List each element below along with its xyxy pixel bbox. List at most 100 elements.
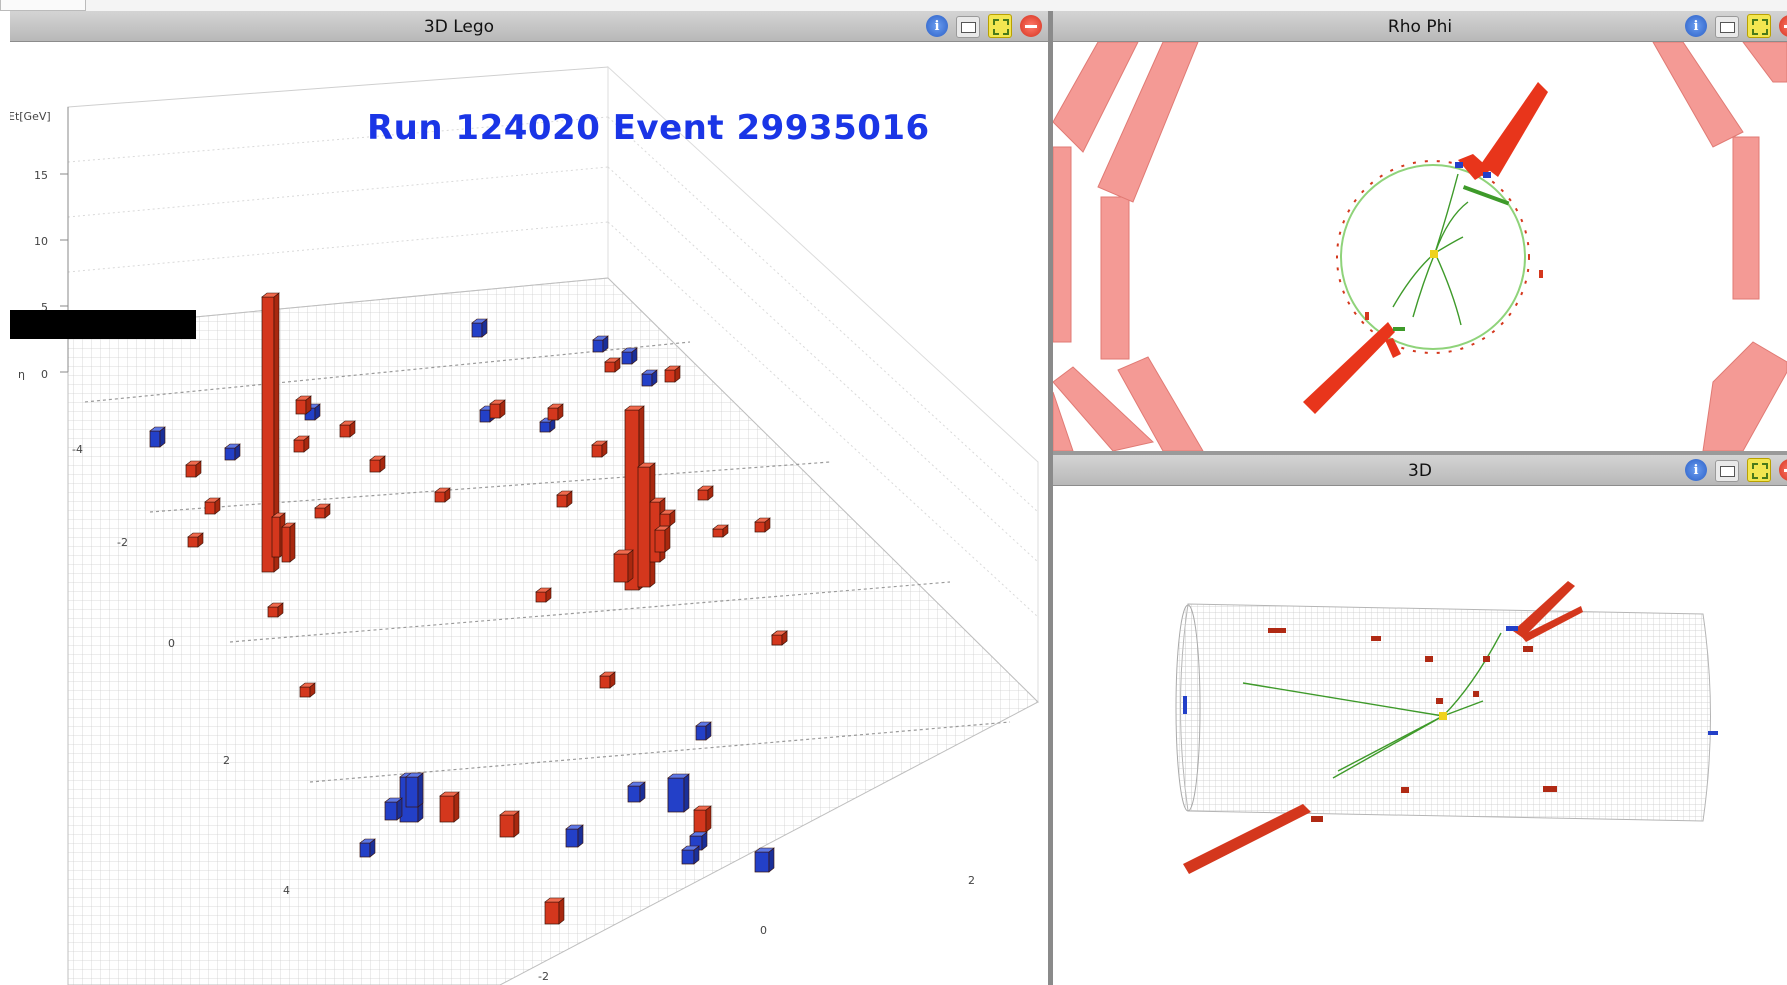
- z-tick-15: 15: [34, 169, 48, 182]
- redaction-bar: [10, 310, 196, 339]
- window-tab[interactable]: [0, 0, 86, 11]
- lego-tower: [665, 366, 680, 382]
- lego-tower: [294, 436, 309, 452]
- lego-tower: [150, 427, 165, 447]
- threed-view: [1053, 486, 1787, 985]
- lego-panel: 3D Lego i: [10, 11, 1048, 985]
- eta-tick: -4: [72, 443, 83, 456]
- eta-tick: 2: [223, 754, 230, 767]
- lego-tower: [360, 839, 375, 857]
- lego-tower: [682, 846, 699, 864]
- lego-tower: [566, 825, 583, 847]
- lego-tower: [268, 603, 283, 617]
- lego-tower: [548, 404, 563, 420]
- lego-tower: [296, 396, 311, 414]
- lego-canvas[interactable]: Et[GeV] 15 10 5 0 η -4 -2 0 2 4 2 0 -2: [10, 42, 1048, 985]
- tracks: [1393, 174, 1468, 325]
- lego-tower: [205, 498, 220, 514]
- info-glyph: i: [935, 19, 940, 34]
- eta-tick: 4: [283, 884, 290, 897]
- lego-tower: [642, 370, 657, 386]
- threed-panel: 3D i: [1053, 455, 1787, 985]
- lego-tower: [536, 588, 551, 602]
- undock-icon[interactable]: [1715, 16, 1739, 38]
- eta-axis-title: η: [18, 368, 25, 381]
- energy-deposits: [1303, 82, 1548, 414]
- phi-tick: 0: [760, 924, 767, 937]
- lego-tower: [340, 421, 355, 437]
- lego-tower: [406, 773, 423, 807]
- lego-tower: [660, 510, 675, 526]
- lego-tower: [225, 444, 240, 460]
- muon-chambers: [1053, 42, 1787, 451]
- lego-tower: [593, 336, 608, 352]
- undock-icon[interactable]: [956, 16, 980, 38]
- maximize-icon[interactable]: [988, 14, 1012, 38]
- lego-tower: [500, 811, 519, 837]
- window-top-strip: [0, 0, 1787, 11]
- lego-tower: [557, 491, 572, 507]
- lego-tower: [605, 358, 620, 372]
- lego-plot: Et[GeV] 15 10 5 0 η -4 -2 0 2 4 2 0 -2: [10, 42, 1048, 985]
- info-icon[interactable]: i: [1685, 15, 1707, 37]
- info-glyph: i: [1694, 19, 1699, 34]
- lego-tower: [186, 461, 201, 477]
- lego-tower: [300, 683, 315, 697]
- undock-icon[interactable]: [1715, 460, 1739, 482]
- threed-titlebar: 3D i: [1053, 455, 1787, 486]
- lego-tower: [628, 782, 645, 802]
- lego-tower: [472, 319, 487, 337]
- close-icon[interactable]: [1020, 15, 1042, 37]
- threed-window-buttons: i: [1685, 458, 1787, 482]
- info-icon[interactable]: i: [1685, 459, 1707, 481]
- phi-tick: -2: [538, 970, 549, 983]
- lego-tower: [698, 486, 713, 500]
- lego-tower: [490, 400, 505, 418]
- lego-tower: [188, 533, 203, 547]
- rhophi-title: Rho Phi: [1053, 17, 1787, 37]
- rhophi-canvas[interactable]: [1053, 42, 1787, 451]
- lego-tower: [622, 348, 637, 364]
- lego-window-buttons: i: [926, 14, 1042, 38]
- eta-tick: 0: [168, 637, 175, 650]
- rhophi-window-buttons: i: [1685, 14, 1787, 38]
- lego-title: 3D Lego: [10, 17, 908, 37]
- rhophi-panel: Rho Phi i: [1053, 11, 1787, 451]
- vertex-marker: [1430, 250, 1438, 258]
- lego-tower: [282, 523, 295, 562]
- lego-tower: [385, 798, 402, 820]
- lego-tower: [440, 792, 459, 822]
- close-icon[interactable]: [1779, 15, 1787, 37]
- lego-tower: [696, 722, 711, 740]
- lego-tower: [772, 631, 787, 645]
- threed-title: 3D: [1053, 461, 1787, 481]
- phi-tick: 2: [968, 874, 975, 887]
- lego-tower: [545, 898, 564, 924]
- lego-titlebar: 3D Lego i: [10, 11, 1048, 42]
- lego-tower: [315, 504, 330, 518]
- threed-canvas[interactable]: [1053, 486, 1787, 985]
- lego-tower: [614, 550, 633, 582]
- maximize-icon[interactable]: [1747, 14, 1771, 38]
- z-axis-title: Et[GeV]: [10, 110, 51, 123]
- rhophi-view: [1053, 42, 1787, 451]
- lego-tower: [435, 488, 450, 502]
- lego-tower: [592, 441, 607, 457]
- z-tick-0: 0: [41, 368, 48, 381]
- eta-tick: -2: [117, 536, 128, 549]
- info-icon[interactable]: i: [926, 15, 948, 37]
- rhophi-titlebar: Rho Phi i: [1053, 11, 1787, 42]
- lego-tower: [755, 518, 770, 532]
- maximize-icon[interactable]: [1747, 458, 1771, 482]
- vertex-marker-3d: [1439, 712, 1447, 720]
- event-run-label: Run 124020 Event 29935016: [367, 108, 930, 148]
- lego-tower: [694, 806, 711, 832]
- info-glyph: i: [1694, 463, 1699, 478]
- lego-tower: [655, 526, 670, 552]
- lego-tower: [600, 672, 615, 688]
- lego-tower: [755, 848, 774, 872]
- close-icon[interactable]: [1779, 459, 1787, 481]
- z-tick-10: 10: [34, 235, 48, 248]
- lego-tower: [668, 774, 689, 812]
- lego-tower: [370, 456, 385, 472]
